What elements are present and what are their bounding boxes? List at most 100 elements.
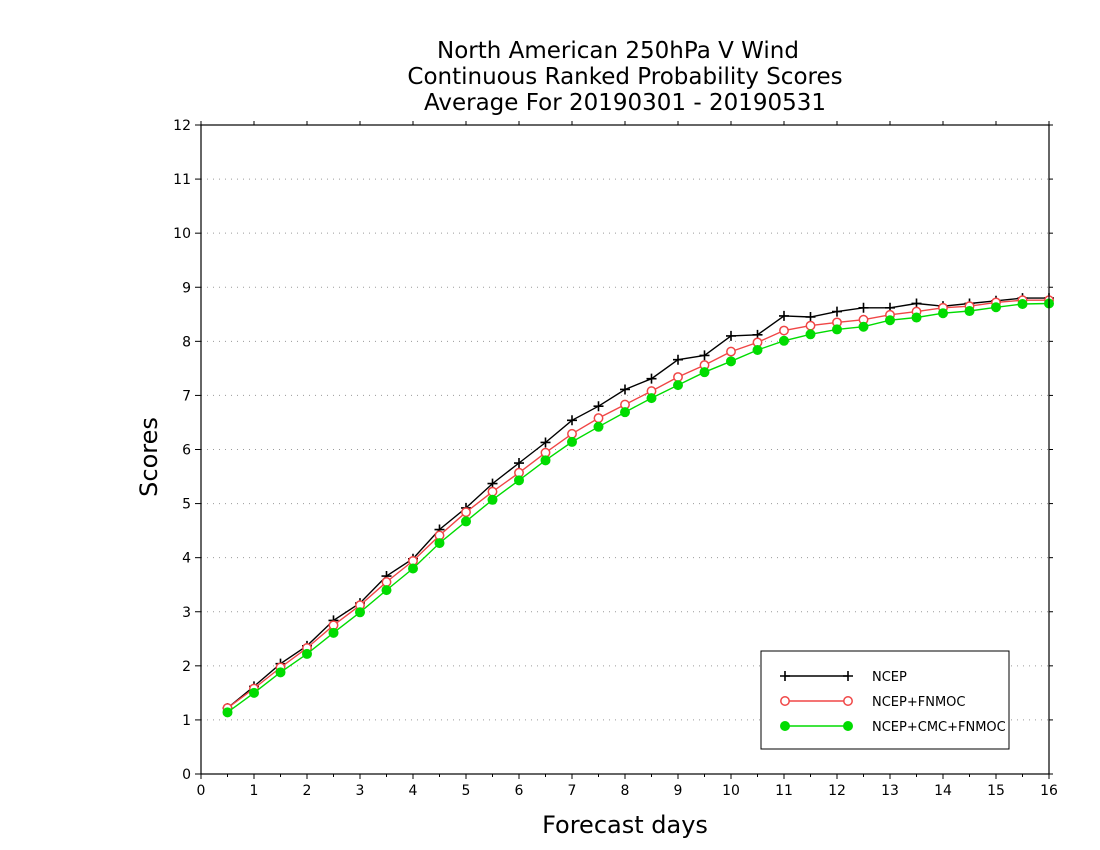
- x-tick-label: 9: [674, 783, 683, 799]
- series-ncep-cmc-fnmoc-point: [1017, 299, 1028, 310]
- series-ncep-fnmoc-point: [673, 372, 683, 382]
- series-ncep-cmc-fnmoc-point: [673, 380, 684, 391]
- legend-item-ncep-fnmoc-label: NCEP+FNMOC: [872, 695, 965, 710]
- series-ncep-fnmoc-point: [593, 413, 604, 424]
- series-ncep-point: [779, 310, 789, 321]
- series-ncep-cmc-fnmoc-point: [964, 306, 975, 317]
- series-ncep-point: [540, 437, 551, 448]
- y-tick-label: 7: [182, 388, 191, 404]
- x-tick-label: 14: [934, 783, 952, 799]
- legend-item-ncep: NCEP: [780, 670, 907, 685]
- x-tick-label: 3: [356, 783, 365, 799]
- x-tick-label: 7: [568, 783, 577, 799]
- y-tick-label: 8: [182, 334, 191, 350]
- series-ncep-cmc-fnmoc-point: [381, 585, 392, 596]
- y-tick-label: 1: [182, 713, 191, 729]
- legend-item-ncep-point: [780, 671, 790, 681]
- chart-title: North American 250hPa V Wind Continuous …: [407, 38, 842, 116]
- series-ncep-cmc-fnmoc-point: [328, 627, 339, 638]
- series-ncep-fnmoc-point: [487, 486, 498, 497]
- series-ncep-cmc-fnmoc-point: [487, 494, 498, 505]
- series-ncep-fnmoc-point: [381, 577, 392, 587]
- series-ncep-cmc-fnmoc-point: [275, 667, 286, 678]
- x-tick-label: 1: [250, 783, 259, 799]
- series-ncep-cmc-fnmoc-point: [593, 421, 604, 432]
- series-ncep-cmc-fnmoc-point: [885, 315, 896, 326]
- series-ncep-cmc-fnmoc-point: [301, 648, 312, 659]
- y-tick-label: 2: [182, 659, 191, 675]
- chart-title-line-3: Average For 20190301 - 20190531: [424, 90, 826, 116]
- legend: NCEP NCEP+FNMOC NCEP+CMC+FNMOC: [760, 650, 1010, 750]
- series-ncep-cmc-fnmoc-point: [460, 516, 471, 527]
- series-ncep-cmc-fnmoc-point: [514, 475, 525, 486]
- series-ncep-cmc-fnmoc-point: [752, 344, 763, 355]
- x-tick-label: 12: [828, 783, 846, 799]
- series-ncep-point: [646, 373, 657, 384]
- y-tick-label: 6: [182, 443, 191, 459]
- grid: [201, 178, 1049, 721]
- series-ncep-point: [832, 306, 842, 317]
- series-ncep-point: [673, 354, 683, 365]
- series-ncep-cmc-fnmoc-point: [991, 302, 1002, 313]
- x-tick-label: 6: [515, 783, 524, 799]
- chart-title-line-2: Continuous Ranked Probability Scores: [407, 64, 842, 90]
- chart-title-line-1: North American 250hPa V Wind: [437, 38, 799, 64]
- series-ncep-point: [593, 401, 604, 412]
- series-ncep-cmc-fnmoc-point: [699, 367, 710, 378]
- x-tick-label: 13: [881, 783, 899, 799]
- y-tick-label: 4: [182, 551, 191, 567]
- series-ncep-fnmoc-point: [779, 325, 789, 336]
- series-ncep-cmc-fnmoc-point: [805, 329, 816, 340]
- series-ncep-point: [858, 302, 869, 313]
- legend-item-ncep-point: [843, 671, 853, 681]
- y-tick-label: 0: [182, 767, 191, 783]
- x-axis-label: Forecast days: [542, 811, 708, 839]
- series-ncep-point: [620, 384, 630, 395]
- series-ncep-cmc-fnmoc-point: [567, 436, 578, 447]
- x-tick-label: 8: [621, 783, 630, 799]
- y-tick-label: 3: [182, 605, 191, 621]
- x-tick-label: 0: [197, 783, 206, 799]
- series-ncep-cmc-fnmoc-point: [434, 538, 445, 549]
- series-ncep-cmc-fnmoc-point: [407, 563, 418, 574]
- series-ncep-cmc-fnmoc-point: [911, 312, 922, 323]
- series-ncep-fnmoc-point: [805, 320, 816, 331]
- y-tick-label: 11: [173, 172, 191, 188]
- x-tick-label: 5: [462, 783, 471, 799]
- series-ncep-point: [567, 415, 577, 426]
- series-layer: [222, 293, 1055, 718]
- legend-item-ncep-cmc-fnmoc-label: NCEP+CMC+FNMOC: [872, 720, 1006, 735]
- y-tick-label: 10: [173, 226, 191, 242]
- series-ncep-cmc-fnmoc-point: [540, 455, 551, 466]
- legend-item-ncep-fnmoc-point: [780, 696, 790, 706]
- series-ncep-cmc-fnmoc-point: [222, 707, 233, 718]
- series-ncep-cmc-fnmoc-point: [248, 687, 259, 698]
- series-ncep-cmc-fnmoc: [222, 298, 1055, 718]
- series-ncep-fnmoc-line: [227, 299, 1049, 709]
- legend-item-ncep-cmc-fnmoc: NCEP+CMC+FNMOC: [780, 720, 1006, 735]
- series-ncep-cmc-fnmoc-point: [646, 393, 657, 404]
- legend-item-ncep-label: NCEP: [872, 670, 907, 685]
- series-ncep-point: [699, 350, 710, 361]
- series-ncep-cmc-fnmoc-point: [832, 324, 843, 335]
- legend-item-ncep-fnmoc: NCEP+FNMOC: [780, 695, 965, 710]
- series-ncep-point: [726, 330, 736, 341]
- x-tick-label: 15: [987, 783, 1005, 799]
- series-ncep-point: [514, 458, 524, 469]
- series-ncep: [222, 293, 1054, 714]
- x-tick-label: 4: [409, 783, 418, 799]
- series-ncep-fnmoc-point: [461, 507, 471, 518]
- x-tick-label: 11: [775, 783, 793, 799]
- legend-item-ncep-fnmoc-point: [843, 696, 853, 706]
- x-tick-label: 10: [722, 783, 740, 799]
- series-ncep-cmc-fnmoc-point: [779, 335, 790, 346]
- x-tick-label: 16: [1040, 783, 1058, 799]
- legend-item-ncep-cmc-fnmoc-point: [843, 721, 854, 732]
- series-ncep-cmc-fnmoc-point: [620, 407, 631, 418]
- x-tick-label: 2: [303, 783, 312, 799]
- series-ncep-cmc-fnmoc-point: [354, 607, 365, 618]
- y-tick-label: 9: [182, 280, 191, 296]
- series-ncep-fnmoc-point: [567, 428, 577, 439]
